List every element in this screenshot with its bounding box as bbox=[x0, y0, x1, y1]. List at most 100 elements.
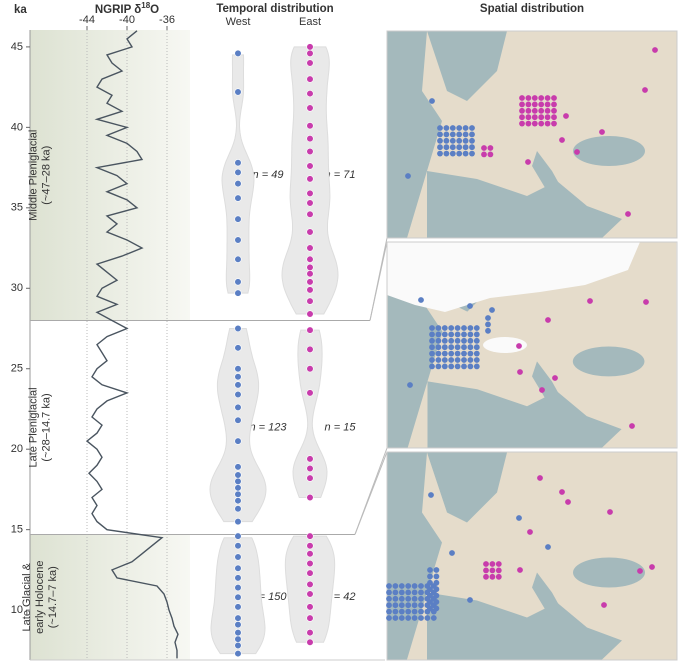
site-point bbox=[234, 463, 242, 471]
map-site bbox=[435, 350, 442, 357]
map-site bbox=[462, 150, 469, 157]
site-point bbox=[234, 641, 242, 650]
map-site bbox=[467, 331, 474, 338]
site-point bbox=[234, 603, 242, 611]
n-label: n = 71 bbox=[325, 169, 356, 181]
map-site bbox=[519, 114, 525, 121]
map-site bbox=[516, 343, 522, 349]
map-site bbox=[443, 144, 450, 151]
map-site bbox=[441, 331, 448, 338]
map-site bbox=[531, 107, 538, 114]
map-site bbox=[551, 95, 557, 101]
map-site bbox=[551, 114, 557, 121]
site-point bbox=[306, 550, 314, 558]
violin bbox=[292, 329, 328, 498]
map-site bbox=[565, 499, 571, 505]
x-tick-label: -40 bbox=[119, 14, 135, 26]
site-point bbox=[234, 324, 242, 333]
map-site bbox=[531, 95, 538, 101]
map-site bbox=[538, 101, 545, 108]
site-point bbox=[234, 574, 242, 582]
map-site bbox=[469, 150, 475, 157]
map-site bbox=[411, 602, 418, 609]
site-point bbox=[306, 278, 314, 286]
map-site bbox=[563, 113, 569, 119]
site-point bbox=[306, 455, 314, 463]
map-site bbox=[429, 357, 435, 363]
site-point bbox=[306, 175, 314, 183]
map-site bbox=[469, 125, 475, 131]
map-site bbox=[456, 125, 463, 131]
site-point bbox=[234, 635, 242, 643]
map-site bbox=[517, 567, 523, 573]
y-tick-label: 10 bbox=[11, 604, 23, 616]
map-site bbox=[418, 589, 424, 596]
site-point bbox=[234, 532, 242, 540]
map-site bbox=[411, 615, 418, 621]
map-site bbox=[517, 369, 523, 375]
map-site bbox=[429, 98, 435, 104]
map-site bbox=[433, 592, 440, 599]
map-site bbox=[429, 350, 435, 357]
site-point bbox=[306, 297, 314, 305]
map-site bbox=[461, 357, 467, 363]
map-site bbox=[454, 337, 461, 344]
site-point bbox=[306, 345, 314, 354]
category-label: East bbox=[299, 16, 321, 28]
map-site bbox=[544, 95, 551, 101]
site-point bbox=[234, 49, 242, 57]
site-point bbox=[306, 580, 314, 588]
map-site bbox=[559, 137, 565, 143]
map-site bbox=[448, 344, 455, 351]
map-site bbox=[489, 567, 496, 574]
map-site bbox=[427, 567, 433, 573]
map-site bbox=[519, 120, 525, 127]
map-site bbox=[467, 337, 474, 344]
map-site bbox=[454, 363, 461, 370]
map-site bbox=[481, 151, 487, 158]
map-site bbox=[599, 129, 605, 135]
map-site bbox=[544, 120, 551, 127]
map-site bbox=[552, 375, 558, 381]
map-site bbox=[551, 101, 557, 108]
map-site bbox=[489, 561, 496, 567]
map-site bbox=[430, 615, 437, 621]
site-point bbox=[306, 147, 314, 156]
site-point bbox=[306, 43, 314, 51]
connector bbox=[369, 241, 388, 321]
site-point bbox=[306, 210, 314, 218]
map-site bbox=[398, 602, 405, 609]
map-site bbox=[398, 589, 405, 596]
site-point bbox=[234, 649, 242, 658]
map-site bbox=[454, 325, 461, 331]
map-site bbox=[467, 350, 474, 357]
map-site bbox=[483, 561, 489, 567]
site-point bbox=[234, 344, 242, 352]
map-site bbox=[449, 137, 456, 144]
map-site bbox=[433, 579, 440, 586]
map-site bbox=[435, 325, 442, 331]
category-label: West bbox=[226, 16, 251, 28]
map-site bbox=[441, 357, 448, 363]
map-site bbox=[454, 344, 461, 351]
map-site bbox=[629, 423, 635, 429]
site-point bbox=[306, 559, 314, 568]
map-site bbox=[538, 95, 545, 101]
map-site bbox=[427, 592, 433, 599]
map-site bbox=[456, 144, 463, 151]
map-site bbox=[437, 150, 443, 157]
site-point bbox=[306, 603, 314, 611]
map-site bbox=[516, 515, 522, 521]
site-point bbox=[306, 532, 314, 540]
y-tick-label: 35 bbox=[11, 202, 23, 214]
map-frame bbox=[386, 451, 678, 661]
map-site bbox=[443, 150, 450, 157]
map-site bbox=[587, 298, 593, 304]
map-site bbox=[519, 95, 525, 101]
site-point bbox=[306, 255, 314, 263]
map-site bbox=[531, 101, 538, 108]
map-site bbox=[435, 344, 442, 351]
site-point bbox=[306, 49, 314, 57]
site-point bbox=[306, 162, 314, 170]
